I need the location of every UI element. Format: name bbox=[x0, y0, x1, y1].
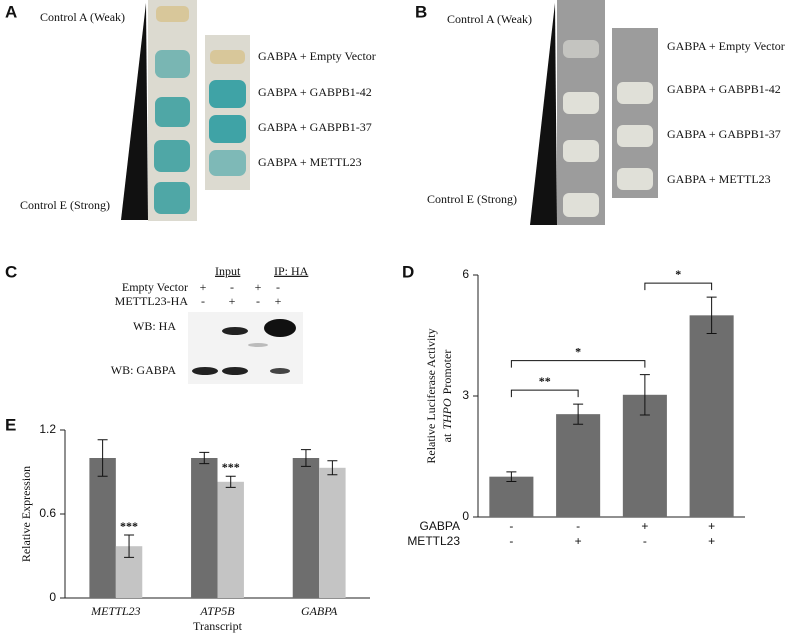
row-label: GABPA + Empty Vector bbox=[258, 49, 376, 63]
condition-sign: + bbox=[641, 519, 648, 533]
x-axis-label: Transcript bbox=[193, 619, 243, 633]
significance: * bbox=[675, 267, 681, 281]
significance: * bbox=[575, 344, 581, 358]
error-bar bbox=[97, 439, 108, 477]
sign: + bbox=[255, 280, 262, 294]
panel-letter: B bbox=[415, 2, 427, 21]
error-bar bbox=[199, 451, 210, 465]
control-label: Control E (Strong) bbox=[427, 192, 517, 206]
bar bbox=[556, 414, 601, 517]
y-axis-label: Relative Luciferase Activity bbox=[424, 328, 438, 463]
colonies bbox=[617, 82, 653, 190]
y-tick-label: 3 bbox=[462, 388, 469, 402]
panel-letter: D bbox=[402, 262, 414, 281]
group-label: Input bbox=[215, 264, 241, 278]
condition-sign: + bbox=[708, 534, 715, 548]
condition-sign: - bbox=[509, 519, 513, 533]
panel-letter: A bbox=[5, 2, 17, 21]
error-bar bbox=[506, 471, 517, 483]
y-axis-label: Relative Luciferase Activity at THPO Promot… bbox=[424, 328, 454, 463]
y-axis-label: Relative Expression bbox=[19, 466, 33, 562]
sign: - bbox=[201, 294, 205, 308]
row-label: GABPA + METTL23 bbox=[258, 155, 362, 169]
sign: + bbox=[275, 294, 282, 308]
sign: + bbox=[200, 280, 207, 294]
row-label: Empty Vector bbox=[122, 280, 188, 294]
row-label: GABPA + GABPB1-37 bbox=[258, 120, 372, 134]
x-tick-label: METTL23 bbox=[90, 604, 140, 618]
bar bbox=[319, 467, 346, 598]
y-tick-label: 1.2 bbox=[39, 422, 56, 436]
bar bbox=[89, 458, 116, 598]
y-tick-label: 6 bbox=[462, 267, 469, 281]
condition-sign: - bbox=[576, 519, 580, 533]
error-bar bbox=[327, 460, 338, 476]
condition-sign: - bbox=[643, 534, 647, 548]
y-axis-label: THPO bbox=[440, 398, 454, 430]
error-bar bbox=[639, 374, 650, 416]
group-label: IP: HA bbox=[274, 264, 309, 278]
sign: - bbox=[230, 280, 234, 294]
condition-label: GABPA bbox=[420, 519, 460, 533]
colonies bbox=[154, 6, 190, 214]
bar bbox=[292, 458, 320, 598]
error-bar bbox=[573, 403, 584, 425]
bar bbox=[191, 458, 218, 598]
panel-letter: E bbox=[5, 415, 16, 434]
condition-sign: - bbox=[509, 534, 513, 548]
colonies bbox=[209, 50, 246, 176]
row-label: GABPA + Empty Vector bbox=[667, 39, 785, 53]
row-label: METTL23-HA bbox=[115, 294, 189, 308]
row-label: GABPA + METTL23 bbox=[667, 172, 771, 186]
sign: - bbox=[276, 280, 280, 294]
sign: - bbox=[256, 294, 260, 308]
control-label: Control A (Weak) bbox=[40, 10, 125, 24]
condition-sign: + bbox=[708, 519, 715, 533]
bracket bbox=[510, 360, 646, 368]
y-axis-label: at bbox=[440, 433, 454, 442]
error-bar bbox=[124, 534, 135, 558]
y-tick-label: 0 bbox=[49, 590, 56, 604]
panel-letter: C bbox=[5, 262, 17, 281]
blot-label: WB: HA bbox=[133, 319, 176, 333]
significance: *** bbox=[222, 460, 240, 474]
y-tick-label: 0 bbox=[462, 509, 469, 523]
row-label: GABPA + GABPB1-42 bbox=[667, 82, 781, 96]
error-bar bbox=[225, 475, 236, 488]
condition-sign: + bbox=[575, 534, 582, 548]
western-blot bbox=[188, 312, 303, 384]
x-tick-label: GABPA bbox=[301, 604, 338, 618]
colonies bbox=[563, 40, 599, 217]
control-label: Control A (Weak) bbox=[447, 12, 532, 26]
bracket bbox=[510, 389, 579, 398]
error-bar bbox=[300, 449, 311, 467]
significance: *** bbox=[120, 519, 138, 533]
blot-label: WB: GABPA bbox=[111, 363, 177, 377]
gradient-wedge bbox=[121, 3, 148, 220]
gradient-wedge bbox=[530, 3, 557, 225]
x-tick-label: ATP5B bbox=[199, 604, 235, 618]
significance: ** bbox=[539, 374, 551, 388]
y-axis-label: Promoter bbox=[440, 350, 454, 395]
bar bbox=[217, 481, 244, 598]
sign: + bbox=[229, 294, 236, 308]
bar bbox=[689, 315, 734, 517]
row-label: GABPA + GABPB1-37 bbox=[667, 127, 781, 141]
y-tick-label: 0.6 bbox=[39, 506, 56, 520]
condition-label: METTL23 bbox=[407, 534, 460, 548]
control-label: Control E (Strong) bbox=[20, 198, 110, 212]
bracket bbox=[644, 282, 713, 291]
row-label: GABPA + GABPB1-42 bbox=[258, 85, 372, 99]
bar bbox=[489, 476, 534, 517]
error-bar bbox=[706, 296, 717, 334]
